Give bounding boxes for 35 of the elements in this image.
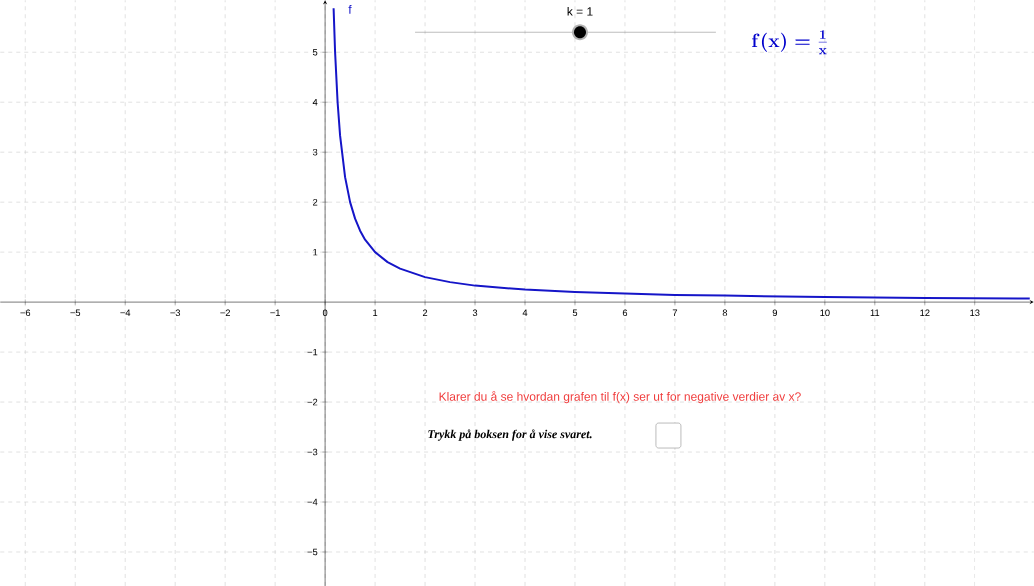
x-tick-label: 10 <box>820 309 830 316</box>
y-tick-label: −1 <box>307 348 318 356</box>
x-tick-label: 2 <box>422 309 428 316</box>
x-tick-label: 4 <box>522 309 528 316</box>
y-tick-label: −3 <box>307 448 318 456</box>
x-tick-label: 1 <box>373 309 378 316</box>
y-tick-label: −5 <box>307 548 318 556</box>
y-tick-label: 2 <box>313 198 318 206</box>
x-tick-label: 7 <box>672 309 678 316</box>
x-tick-label: 5 <box>572 309 578 316</box>
x-tick-label: −5 <box>70 309 81 316</box>
annotation: k = 1 <box>567 6 593 16</box>
x-tick-label: 0 <box>322 309 328 316</box>
x-tick-label: −3 <box>170 309 181 316</box>
x-tick-label: 9 <box>772 309 778 316</box>
text: $\mathbf{f(x)} = \frac{\mathbf{1}}{\mathbf{x}}$ <box>752 30 827 55</box>
x-tick-label: −2 <box>220 309 231 316</box>
x-tick-label: 6 <box>622 309 628 316</box>
x-tick-label: 8 <box>722 309 728 316</box>
x-tick-label: −6 <box>20 309 31 316</box>
x-tick-label: 13 <box>970 309 980 316</box>
y-tick-label: 1 <box>313 248 318 256</box>
annotation: Trykk på boksen for å vise svaret. <box>428 429 592 441</box>
series-label: f <box>348 4 352 14</box>
y-tick-label: −2 <box>307 398 318 406</box>
y-tick-label: 5 <box>312 48 318 56</box>
x-tick-label: 3 <box>472 309 478 316</box>
annotation: Klarer du å se hvordan grafen til f(x) ser ut for negative verdier av x? <box>439 390 801 404</box>
x-tick-label: 11 <box>870 309 880 316</box>
y-tick-label: 4 <box>312 98 318 106</box>
x-tick-label: −1 <box>270 309 280 316</box>
x-tick-label: −4 <box>120 309 131 316</box>
y-tick-label: −4 <box>307 498 318 506</box>
x-tick-label: 12 <box>920 309 930 316</box>
y-tick-label: 3 <box>312 148 318 156</box>
